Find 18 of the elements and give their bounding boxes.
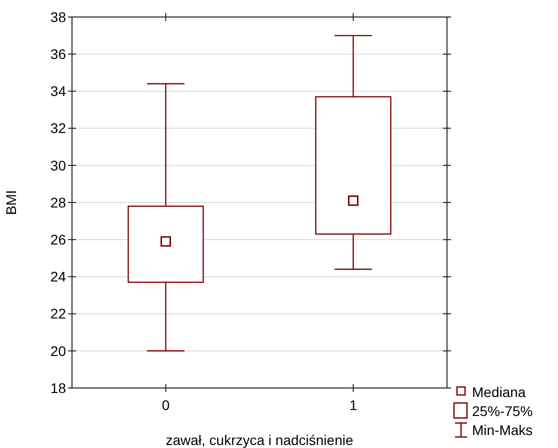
y-axis-title: BMI <box>3 190 19 215</box>
y-tick-label: 36 <box>50 46 66 62</box>
y-tick-label: 38 <box>50 8 66 25</box>
y-tick-label: 34 <box>50 83 66 100</box>
y-tick-label: 24 <box>50 268 66 285</box>
y-tick-label: 18 <box>50 380 66 396</box>
x-axis-title: zawał, cukrzyca i nadciśnienie <box>166 432 354 448</box>
x-tick-label: 1 <box>349 397 358 413</box>
y-tick-label: 20 <box>50 342 66 359</box>
text: 25%-75% <box>472 402 533 419</box>
y-tick-label: 22 <box>50 306 66 322</box>
y-tick-label: 26 <box>50 232 66 248</box>
x-tick-label: 0 <box>162 397 170 413</box>
y-tick-label: 32 <box>50 120 66 136</box>
text: Mediana <box>472 384 526 400</box>
text: Min-Maks <box>472 422 533 438</box>
y-tick-label: 28 <box>50 194 66 210</box>
y-tick-label: 30 <box>50 157 66 174</box>
